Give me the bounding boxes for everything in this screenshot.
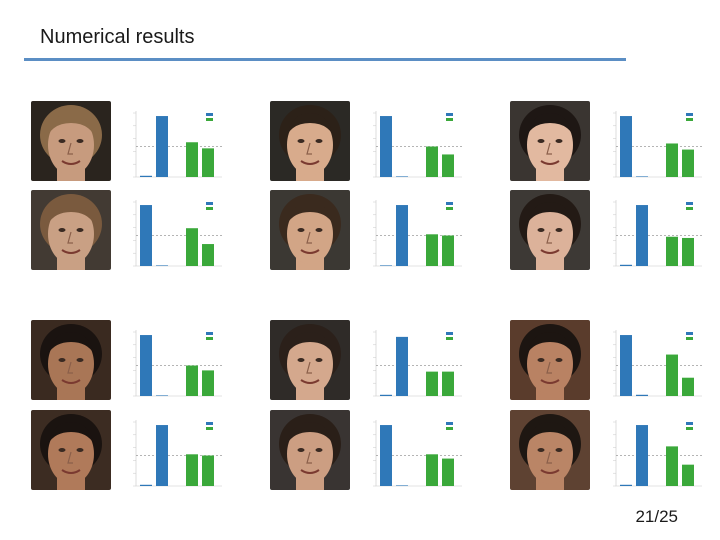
page-number: 21/25 (635, 507, 678, 526)
face-image (510, 190, 590, 270)
legend-swatch (686, 337, 693, 340)
legend-swatch (686, 202, 693, 205)
bar (682, 464, 694, 486)
bar (620, 335, 632, 396)
legend-swatch (446, 337, 453, 340)
bar (620, 484, 632, 486)
bar (156, 265, 168, 266)
legend-swatch (206, 207, 213, 210)
bar (186, 228, 198, 266)
bar (442, 371, 454, 396)
bar-chart (126, 326, 226, 406)
bar-chart (366, 196, 466, 276)
bar (140, 484, 152, 486)
bar (636, 205, 648, 266)
bar (666, 354, 678, 396)
bar (156, 425, 168, 486)
bar (396, 205, 408, 266)
bar (620, 264, 632, 266)
face-image (270, 190, 350, 270)
legend-swatch (686, 207, 693, 210)
face-image (31, 101, 111, 181)
bar (426, 234, 438, 266)
title-underline (24, 58, 626, 61)
bar (666, 446, 678, 486)
legend-swatch (446, 422, 453, 425)
bar (140, 335, 152, 396)
bar-chart (606, 196, 706, 276)
bar-chart (366, 107, 466, 187)
bar (682, 149, 694, 177)
bar-chart (606, 107, 706, 187)
bar-chart (366, 326, 466, 406)
bar (426, 371, 438, 396)
face-image (510, 101, 590, 181)
face-image (31, 190, 111, 270)
legend-swatch (446, 207, 453, 210)
face-image (270, 320, 350, 400)
bar (156, 116, 168, 177)
bar (156, 395, 168, 396)
legend-swatch (206, 202, 213, 205)
bar (140, 205, 152, 266)
legend-swatch (446, 202, 453, 205)
bar (396, 336, 408, 396)
legend-swatch (206, 118, 213, 121)
bar (202, 244, 214, 266)
bar (140, 175, 152, 177)
face-image (31, 410, 111, 490)
bar (380, 394, 392, 396)
bar-chart (126, 416, 226, 496)
legend-swatch (206, 113, 213, 116)
bar (442, 154, 454, 177)
bar-chart (366, 416, 466, 496)
slide-title: Numerical results (40, 26, 195, 48)
bar (186, 365, 198, 396)
bar (442, 235, 454, 266)
bar (682, 237, 694, 266)
bar (442, 458, 454, 486)
bar (636, 394, 648, 396)
bar-chart (126, 196, 226, 276)
legend-swatch (446, 118, 453, 121)
bar (426, 454, 438, 486)
face-image (510, 410, 590, 490)
face-image (510, 320, 590, 400)
legend-swatch (206, 427, 213, 430)
bar (396, 176, 408, 177)
bar-chart (606, 416, 706, 496)
face-image (270, 101, 350, 181)
bar (666, 143, 678, 177)
bar (636, 425, 648, 486)
legend-swatch (686, 422, 693, 425)
bar (380, 116, 392, 177)
legend-swatch (446, 113, 453, 116)
bar (396, 485, 408, 486)
bar (202, 370, 214, 396)
legend-swatch (686, 118, 693, 121)
face-image (31, 320, 111, 400)
legend-swatch (206, 422, 213, 425)
bar (202, 148, 214, 177)
legend-swatch (446, 332, 453, 335)
bar (186, 454, 198, 486)
legend-swatch (686, 332, 693, 335)
legend-swatch (206, 332, 213, 335)
bar (426, 146, 438, 177)
bar (682, 377, 694, 396)
face-image (270, 410, 350, 490)
bar (202, 455, 214, 486)
bar (636, 176, 648, 177)
legend-swatch (206, 337, 213, 340)
bar (620, 116, 632, 177)
bar (380, 425, 392, 486)
bar (666, 236, 678, 266)
legend-swatch (686, 113, 693, 116)
bar (380, 265, 392, 266)
bar-chart (126, 107, 226, 187)
bar (186, 142, 198, 177)
legend-swatch (446, 427, 453, 430)
bar-chart (606, 326, 706, 406)
legend-swatch (686, 427, 693, 430)
